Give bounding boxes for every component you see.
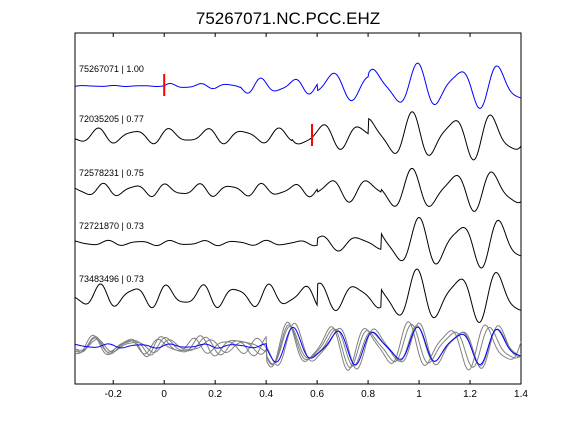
x-tick-label: 1.2 [463,389,477,400]
stack-trace-3 [74,322,522,370]
x-tick-label: 1 [416,389,422,400]
chart-title: 75267071.NC.PCC.EHZ [196,9,380,28]
x-tick-label: 0.2 [208,389,222,400]
trace-4: 73483496 | 0.73 [74,268,522,323]
stack-layer [74,321,522,371]
trace-label: 72035205 | 0.77 [79,114,144,124]
x-tick-label: -0.2 [105,389,123,400]
trace-0: 75267071 | 1.00 [74,62,522,109]
x-tick-label: 0.8 [361,389,375,400]
trace-line [74,167,522,212]
trace-line [74,111,522,161]
trace-label: 73483496 | 0.73 [79,274,144,284]
trace-1: 72035205 | 0.77 [74,111,522,161]
trace-label: 72578231 | 0.75 [79,168,144,178]
x-tick-label: 1.4 [514,389,528,400]
stack-trace-0 [74,326,522,366]
traces-layer: 75267071 | 1.00 72035205 | 0.77 72578231 |… [74,62,522,323]
trace-label: 72721870 | 0.73 [79,221,144,231]
trace-label: 75267071 | 1.00 [79,64,144,74]
x-tick-label: 0.4 [259,389,273,400]
x-axis: -0.2 0 0.2 0.4 0.6 0.8 1 1.2 1.4 [105,33,528,400]
x-tick-label: 0.6 [310,389,324,400]
plot-frame [74,32,522,385]
trace-3: 72721870 | 0.73 [74,216,522,269]
trace-line [74,62,522,109]
stack-trace-4 [74,321,522,371]
trace-line [74,216,522,269]
trace-line [74,268,522,323]
x-tick-label: 0 [161,389,167,400]
trace-2: 72578231 | 0.75 [74,167,522,212]
